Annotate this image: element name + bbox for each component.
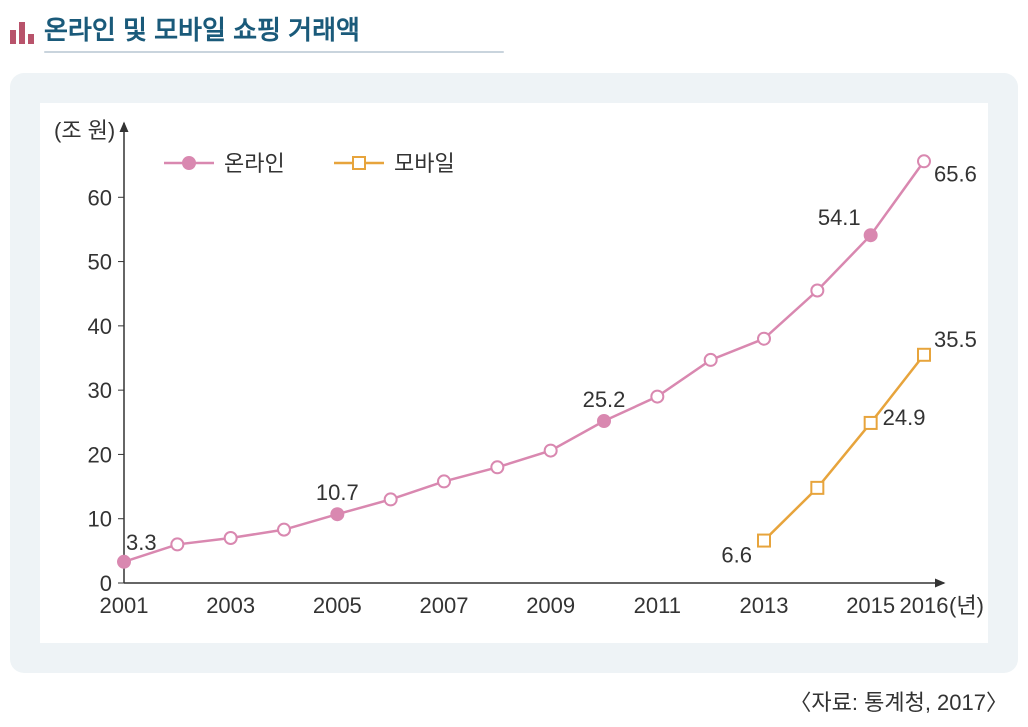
series-marker-online bbox=[651, 391, 663, 403]
chart-title: 온라인 및 모바일 쇼핑 거래액 bbox=[44, 15, 360, 45]
series-marker-online bbox=[598, 415, 610, 427]
series-marker-mobile bbox=[865, 417, 877, 429]
chart-panel: 0102030405060(조 원)2001200320052007200920… bbox=[10, 73, 1018, 673]
series-marker-online bbox=[918, 155, 930, 167]
legend-marker-mobile bbox=[353, 157, 365, 169]
y-tick-label: 10 bbox=[88, 507, 112, 532]
x-unit-label: (년) bbox=[949, 593, 984, 618]
series-line-mobile bbox=[764, 355, 924, 541]
data-label-mobile: 6.6 bbox=[721, 543, 752, 568]
chart-title-row: 온라인 및 모바일 쇼핑 거래액 bbox=[10, 10, 1018, 53]
series-marker-online bbox=[118, 556, 130, 568]
chart-source: 〈자료: 통계청, 2017〉 bbox=[10, 685, 1018, 717]
y-tick-label: 40 bbox=[88, 314, 112, 339]
series-marker-online bbox=[758, 333, 770, 345]
data-label-online: 3.3 bbox=[126, 530, 157, 555]
x-tick-label: 2005 bbox=[313, 593, 362, 618]
series-marker-online bbox=[385, 493, 397, 505]
x-tick-label: 2009 bbox=[526, 593, 575, 618]
y-unit-label: (조 원) bbox=[54, 118, 115, 143]
series-marker-online bbox=[225, 532, 237, 544]
x-tick-label: 2015 bbox=[846, 593, 895, 618]
series-marker-online bbox=[811, 285, 823, 297]
series-marker-mobile bbox=[918, 349, 930, 361]
series-marker-online bbox=[705, 354, 717, 366]
series-marker-online bbox=[865, 229, 877, 241]
series-marker-online bbox=[331, 508, 343, 520]
series-marker-online bbox=[171, 538, 183, 550]
bars-icon bbox=[10, 20, 34, 44]
y-tick-label: 30 bbox=[88, 378, 112, 403]
legend-label-mobile: 모바일 bbox=[394, 151, 455, 176]
data-label-mobile: 35.5 bbox=[934, 327, 977, 352]
data-label-online: 65.6 bbox=[934, 161, 977, 186]
y-tick-label: 50 bbox=[88, 250, 112, 275]
x-tick-label: 2003 bbox=[206, 593, 255, 618]
chart-svg: 0102030405060(조 원)2001200320052007200920… bbox=[40, 103, 988, 643]
series-marker-online bbox=[438, 475, 450, 487]
legend-marker-online bbox=[183, 157, 195, 169]
series-marker-online bbox=[491, 461, 503, 473]
data-label-online: 10.7 bbox=[316, 480, 359, 505]
series-marker-mobile bbox=[811, 482, 823, 494]
x-tick-label: 2001 bbox=[100, 593, 149, 618]
y-tick-label: 20 bbox=[88, 442, 112, 467]
data-label-mobile: 24.9 bbox=[883, 405, 926, 430]
x-tick-label: 2007 bbox=[420, 593, 469, 618]
data-label-online: 54.1 bbox=[818, 205, 861, 230]
x-tick-label: 2013 bbox=[740, 593, 789, 618]
series-marker-online bbox=[278, 524, 290, 536]
y-tick-label: 60 bbox=[88, 185, 112, 210]
x-tick-label: 2016 bbox=[900, 593, 949, 618]
x-tick-label: 2011 bbox=[634, 593, 681, 618]
series-marker-mobile bbox=[758, 535, 770, 547]
legend-label-online: 온라인 bbox=[224, 151, 285, 176]
title-underline bbox=[44, 51, 504, 53]
chart-plot-area: 0102030405060(조 원)2001200320052007200920… bbox=[40, 103, 988, 643]
data-label-online: 25.2 bbox=[583, 387, 626, 412]
series-marker-online bbox=[545, 445, 557, 457]
